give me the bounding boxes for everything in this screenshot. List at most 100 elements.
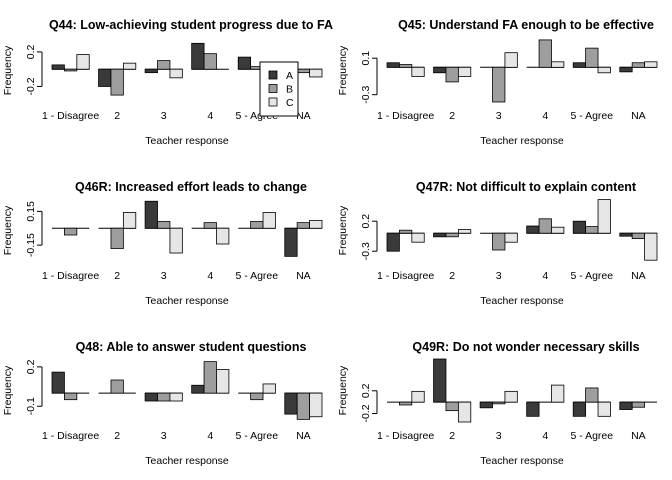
bar-c	[504, 390, 518, 403]
bar-b	[296, 68, 310, 74]
x-tick-label: 5 - Agree	[571, 430, 614, 442]
bar-a	[237, 56, 252, 70]
chart-panel-1: Q44: Low-achieving student progress due …	[2, 18, 333, 147]
bar-a	[386, 232, 400, 252]
bar-b	[631, 232, 645, 239]
legend-label: C	[286, 97, 294, 109]
bar-c	[457, 229, 472, 234]
bar-c	[169, 227, 183, 254]
legend-label: A	[286, 70, 293, 82]
x-tick-label: 4	[542, 430, 548, 442]
bar-a	[433, 358, 447, 403]
chart-title: Q49R: Do not wonder necessary skills	[412, 340, 639, 354]
bar-b	[250, 392, 264, 401]
bar-a	[572, 401, 587, 417]
x-tick-label: 5 - Agree	[236, 430, 279, 442]
y-axis-label: Frequency	[2, 365, 14, 415]
chart-panel-6: Q49R: Do not wonder necessary skills 0.2 -…	[337, 340, 657, 467]
x-tick-label: 3	[496, 110, 502, 122]
bar-b	[157, 392, 171, 402]
x-tick-label: NA	[296, 270, 311, 282]
bar-c	[551, 61, 565, 68]
bar-b	[399, 64, 413, 68]
x-tick-label: 3	[496, 270, 502, 282]
bar-a	[572, 220, 587, 234]
bar-a	[386, 62, 400, 68]
bar-b	[64, 68, 78, 72]
legend-box	[259, 61, 299, 117]
bar-b	[203, 222, 217, 229]
chart-title: Q48: Able to answer student questions	[76, 340, 307, 354]
bar-c	[216, 227, 230, 245]
bar-a	[619, 401, 633, 410]
bar-a	[144, 68, 158, 74]
bar-c	[504, 52, 518, 68]
bar-c	[262, 212, 276, 229]
bar-b	[585, 387, 599, 403]
x-tick-label: NA	[631, 110, 646, 122]
x-tick-label: 4	[207, 430, 213, 442]
bar-a	[572, 62, 587, 68]
chart-title: Q44: Low-achieving student progress due …	[49, 18, 333, 32]
x-tick-label: NA	[631, 430, 646, 442]
x-tick-label: 1 - Disagree	[377, 270, 434, 282]
chart-title: Q45: Understand FA enough to be effectiv…	[398, 18, 654, 32]
x-tick-label: 5 - Agree	[571, 110, 614, 122]
y-axis-label: Frequency	[337, 365, 349, 415]
x-tick-label: 1 - Disagree	[42, 430, 99, 442]
x-tick-label: 2	[449, 270, 455, 282]
x-tick-label: 2	[114, 270, 120, 282]
bar-b	[203, 361, 217, 394]
chart-panel-2: Q45: Understand FA enough to be effectiv…	[337, 18, 658, 147]
bar-c	[216, 369, 230, 394]
bar-a	[98, 68, 112, 87]
x-tick-label: 5 - Agree	[236, 270, 279, 282]
bar-b	[631, 62, 645, 68]
y-tick-label: -0.3	[360, 242, 372, 260]
x-tick-label: 2	[114, 430, 120, 442]
bar-b	[110, 68, 124, 96]
chart-title: Q47R: Not difficult to explain content	[416, 180, 637, 194]
bar-a	[433, 232, 447, 238]
bar-c	[457, 401, 472, 423]
bar-c	[597, 66, 611, 74]
x-tick-label: 4	[207, 270, 213, 282]
x-tick-label: 1 - Disagree	[42, 270, 99, 282]
bar-a	[191, 42, 205, 70]
bar-a	[51, 64, 65, 70]
bar-c	[457, 66, 472, 77]
y-tick-label: 0.2	[360, 214, 372, 229]
bar-b	[538, 39, 552, 68]
bar-c	[76, 54, 90, 70]
bar-c	[551, 226, 565, 234]
bar-c	[551, 384, 565, 403]
bar-c	[169, 392, 183, 402]
bar-b	[399, 401, 413, 406]
bar-b	[492, 232, 506, 251]
bar-c	[122, 212, 137, 229]
y-tick-label: 0.1	[360, 51, 372, 66]
legend-label: B	[286, 84, 293, 96]
x-tick-label: NA	[296, 430, 311, 442]
bar-b	[296, 222, 310, 229]
bar-a	[526, 225, 540, 234]
y-axis-label: Frequency	[337, 45, 349, 95]
bar-b	[110, 227, 124, 249]
x-tick-label: NA	[296, 110, 311, 122]
bar-b	[64, 392, 78, 401]
x-axis-label: Teacher response	[480, 455, 564, 467]
y-tick-label: 0.2	[25, 44, 37, 59]
chart-panel-5: Q48: Able to answer student questions 0.2…	[2, 340, 323, 467]
legend-swatch-b	[268, 84, 278, 93]
y-tick-label: -0.15	[25, 233, 37, 257]
bar-b	[538, 218, 552, 234]
x-tick-label: 5 - Agree	[571, 270, 614, 282]
chart-panel-3: Q46R: Increased effort leads to change 0.…	[2, 180, 323, 307]
bar-c	[504, 232, 518, 243]
x-axis-label: Teacher response	[145, 135, 229, 147]
y-axis-label: Frequency	[2, 45, 14, 95]
bar-c	[411, 390, 425, 403]
x-tick-label: 4	[207, 110, 213, 122]
x-tick-label: 3	[496, 430, 502, 442]
